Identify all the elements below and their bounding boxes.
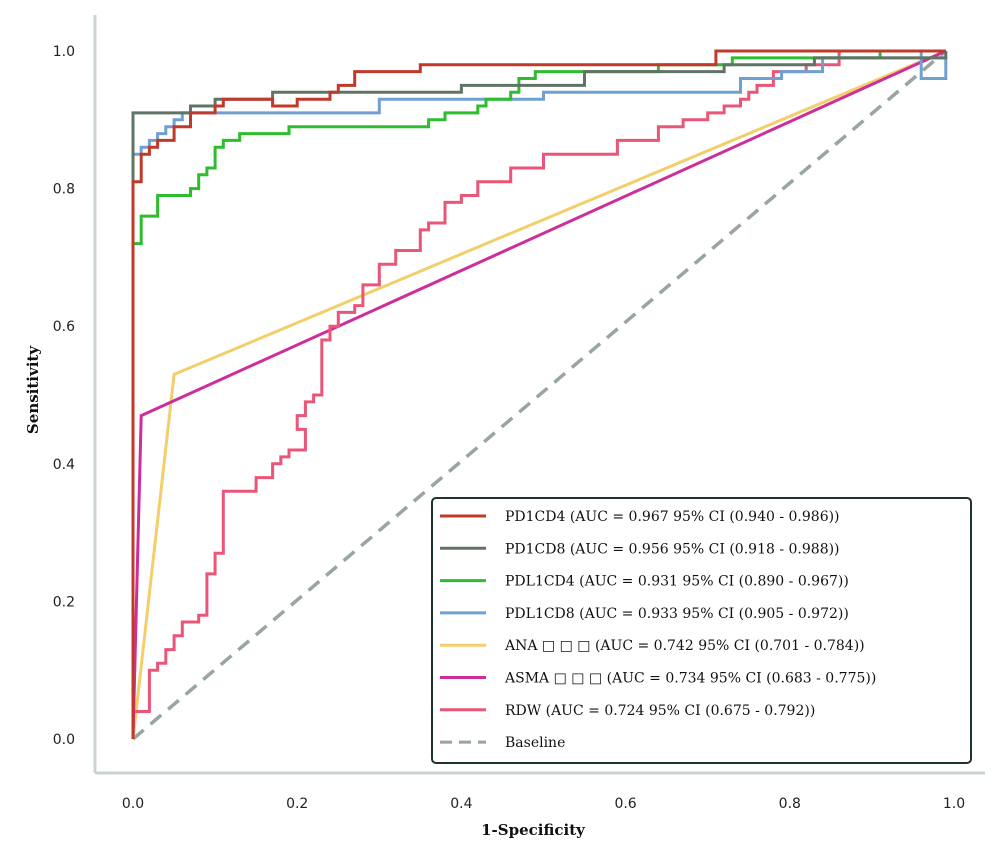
series-layer [131,49,948,741]
x-tick-label: 0.8 [779,796,801,812]
legend-label: Baseline [505,735,565,751]
legend: PD1CD4 (AUC = 0.967 95% CI (0.940 - 0.98… [431,497,972,764]
series-line-6 [131,49,946,739]
x-tick-label: 0.0 [122,796,144,812]
x-tick-label: 1.0 [943,796,965,812]
legend-box [431,497,972,764]
series-line-1 [131,51,948,739]
legend-items: PD1CD4 (AUC = 0.967 95% CI (0.940 - 0.98… [440,509,876,751]
legend-label: PDL1CD8 (AUC = 0.933 95% CI (0.905 - 0.9… [505,606,849,622]
legend-label: RDW (AUC = 0.724 95% CI (0.675 - 0.792)) [505,703,815,719]
y-tick-label: 0.2 [53,594,75,610]
legend-label: ANA □ □ □ (AUC = 0.742 95% CI (0.701 - 0… [504,638,865,654]
legend-label: ASMA □ □ □ (AUC = 0.734 95% CI (0.683 - … [504,671,876,687]
x-tick-labels: 0.0 0.2 0.4 0.6 0.8 1.0 [122,796,965,812]
legend-label: PDL1CD4 (AUC = 0.931 95% CI (0.890 - 0.9… [505,574,849,590]
x-axis-title: 1-Specificity [481,821,586,839]
axes [93,15,985,775]
y-tick-label: 1.0 [53,44,75,60]
series-line-7 [131,49,947,741]
x-tick-label: 0.2 [286,796,308,812]
y-axis-title: Sensitivity [24,345,42,434]
series-line-4 [131,49,947,740]
series-line-0 [131,49,946,739]
series-line-5 [131,49,947,740]
y-tick-label: 0.8 [53,182,75,198]
series-line-2 [131,49,946,739]
legend-label: PD1CD8 (AUC = 0.956 95% CI (0.918 - 0.98… [505,541,840,557]
x-tick-label: 0.4 [450,796,472,812]
x-tick-label: 0.6 [614,796,636,812]
legend-label: PD1CD4 (AUC = 0.967 95% CI (0.940 - 0.98… [505,509,840,525]
y-tick-labels: 0.0 0.2 0.4 0.6 0.8 1.0 [53,44,75,748]
y-tick-label: 0.6 [53,319,75,335]
y-tick-label: 0.0 [53,732,75,748]
y-tick-label: 0.4 [53,457,75,473]
